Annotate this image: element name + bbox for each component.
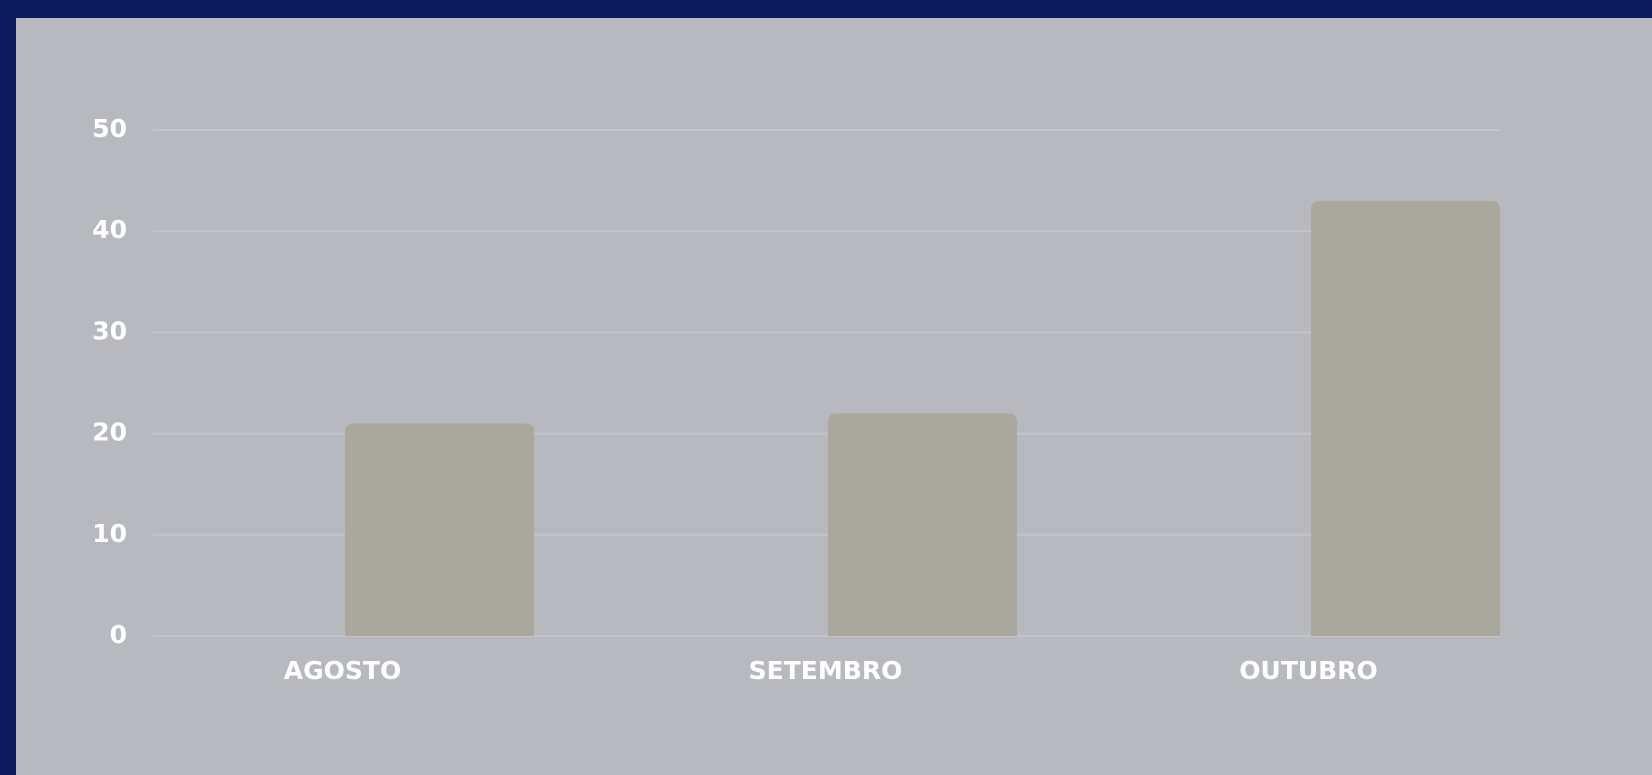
y-tick-label: 50 bbox=[92, 114, 127, 143]
y-tick-label: 10 bbox=[92, 519, 127, 548]
y-tick-label: 0 bbox=[110, 620, 127, 649]
bar bbox=[345, 423, 534, 636]
bar bbox=[1311, 200, 1500, 636]
bar bbox=[828, 413, 1017, 636]
y-tick-label: 40 bbox=[92, 215, 127, 244]
x-tick-label: OUTUBRO bbox=[1239, 656, 1377, 685]
y-tick-label: 20 bbox=[92, 418, 127, 447]
y-tick-label: 30 bbox=[92, 316, 127, 345]
x-tick-label: SETEMBRO bbox=[749, 656, 903, 685]
x-tick-label: AGOSTO bbox=[284, 656, 401, 685]
